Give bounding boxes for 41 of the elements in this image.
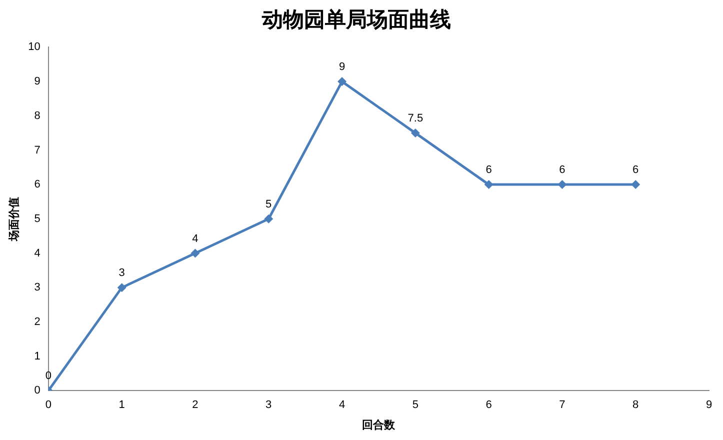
point — [410, 128, 420, 138]
data-label: 0 — [45, 370, 52, 382]
data-label: 4 — [192, 232, 198, 245]
x-axis-title: 回合数 — [362, 418, 396, 432]
x-tick-label: 8 — [632, 399, 639, 412]
x-tick-label: 1 — [118, 399, 125, 412]
data-label: 7.5 — [408, 112, 424, 125]
point — [117, 283, 126, 292]
y-tick-label: 4 — [34, 247, 40, 260]
point — [264, 214, 274, 224]
y-tick-label: 0 — [34, 384, 40, 397]
data-label: 6 — [632, 164, 639, 176]
point — [484, 180, 494, 190]
x-tick-label: 3 — [266, 399, 272, 412]
y-tick-label: 6 — [34, 178, 40, 191]
y-tick-label: 1 — [34, 350, 40, 362]
y-tick-label: 7 — [34, 144, 40, 156]
data-label: 6 — [559, 164, 566, 176]
x-tick-label: 4 — [338, 399, 346, 412]
x-tick-label: 0 — [45, 399, 52, 412]
x-tick-label: 9 — [706, 399, 712, 412]
point — [558, 180, 567, 190]
data-label: 5 — [266, 198, 272, 210]
y-tick-label: 5 — [34, 212, 40, 225]
y-tick-label: 3 — [34, 282, 40, 294]
data-label: 6 — [486, 164, 492, 176]
y-tick-label: 8 — [34, 110, 40, 122]
chart-title: 动物园单局场面曲线 — [261, 8, 451, 32]
y-tick-label: 10 — [28, 41, 40, 54]
point — [190, 248, 200, 258]
y-axis-title: 场面价值 — [8, 196, 21, 242]
x-tick-label: 7 — [559, 399, 566, 412]
x-tick-label: 2 — [192, 399, 198, 412]
point — [631, 180, 640, 190]
x-tick-label: 5 — [412, 399, 418, 412]
x-tick-label: 6 — [486, 399, 492, 412]
point — [338, 77, 347, 86]
y-tick-label: 9 — [34, 76, 40, 88]
data-label: 9 — [338, 61, 346, 74]
data-label: 3 — [118, 267, 125, 280]
y-tick-label: 2 — [34, 316, 40, 328]
